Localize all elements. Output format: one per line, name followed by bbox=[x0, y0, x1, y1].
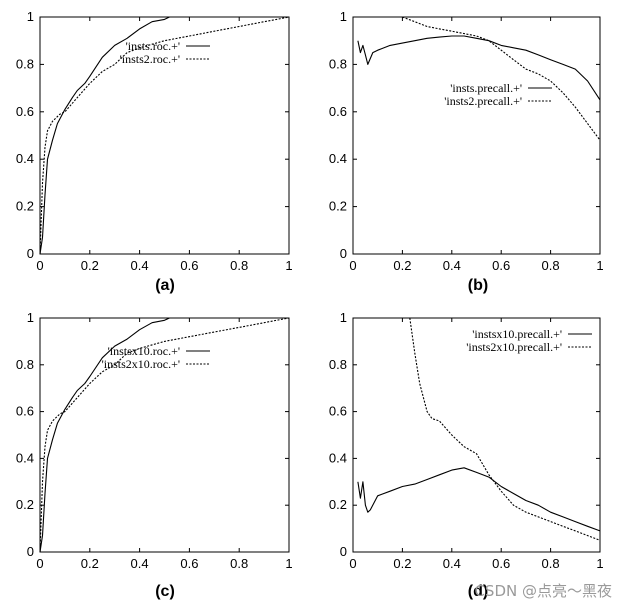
y-tick-label: 0.6 bbox=[329, 104, 347, 119]
x-tick-label: 0 bbox=[36, 258, 43, 273]
y-tick-label: 0.2 bbox=[329, 497, 347, 512]
x-tick-label: 0.4 bbox=[443, 258, 461, 273]
y-tick-label: 0.4 bbox=[329, 151, 347, 166]
y-tick-label: 0.4 bbox=[16, 450, 34, 465]
y-tick-label: 0.4 bbox=[329, 450, 347, 465]
y-tick-label: 0.6 bbox=[16, 404, 34, 419]
x-tick-label: 0.8 bbox=[230, 258, 248, 273]
legend-label: 'insts.roc.+' bbox=[126, 39, 180, 53]
series-line-1 bbox=[357, 467, 601, 532]
legend-label: 'instsx10.roc.+' bbox=[108, 344, 180, 358]
x-tick-label: 0.2 bbox=[393, 556, 411, 571]
y-tick-label: 0.8 bbox=[329, 56, 347, 71]
series-line-1 bbox=[357, 35, 601, 101]
x-tick-label: 1 bbox=[596, 556, 603, 571]
x-tick-label: 0.2 bbox=[81, 556, 99, 571]
x-tick-label: 0.6 bbox=[180, 556, 198, 571]
legend-label: 'insts2.roc.+' bbox=[120, 52, 180, 66]
x-tick-label: 0.4 bbox=[131, 556, 149, 571]
plot-frame bbox=[352, 317, 601, 553]
series-line-2 bbox=[402, 16, 601, 141]
legend-label: 'insts.precall.+' bbox=[450, 81, 522, 95]
watermark: CSDN @点亮～黑夜 bbox=[474, 582, 612, 600]
legend-label: 'insts2.precall.+' bbox=[444, 94, 522, 108]
plot-frame bbox=[39, 16, 290, 255]
x-tick-label: 0.6 bbox=[180, 258, 198, 273]
panel-a: 0 0.2 0.4 0.6 0.8 1 0 0.2 0.4 0.6 0.8 1 'insts.roc.+… bbox=[16, 9, 293, 294]
x-tick-label: 1 bbox=[596, 258, 603, 273]
plot-frame bbox=[352, 16, 601, 255]
panel-caption: (d) bbox=[468, 583, 488, 600]
y-tick-label: 0.8 bbox=[329, 357, 347, 372]
legend-label: 'instsx10.precall.+' bbox=[472, 327, 562, 341]
y-tick-label: 1 bbox=[27, 310, 34, 325]
x-tick-label: 0 bbox=[349, 258, 356, 273]
series-line-2 bbox=[39, 16, 290, 255]
x-tick-label: 0.4 bbox=[131, 258, 149, 273]
panel-caption: (c) bbox=[155, 583, 175, 600]
x-tick-label: 0.4 bbox=[443, 556, 461, 571]
y-tick-label: 0.8 bbox=[16, 56, 34, 71]
y-tick-label: 0 bbox=[340, 246, 347, 261]
x-tick-label: 0.6 bbox=[492, 556, 510, 571]
legend-label: 'insts2x10.precall.+' bbox=[466, 340, 562, 354]
y-tick-label: 0.8 bbox=[16, 357, 34, 372]
y-tick-label: 0.2 bbox=[16, 199, 34, 214]
x-tick-label: 0.8 bbox=[542, 258, 560, 273]
y-tick-label: 0.6 bbox=[16, 104, 34, 119]
y-tick-label: 1 bbox=[27, 9, 34, 24]
x-tick-label: 0.6 bbox=[492, 258, 510, 273]
series-line-2 bbox=[409, 317, 601, 541]
x-tick-label: 0.2 bbox=[81, 258, 99, 273]
panel-c: 0 0.2 0.4 0.6 0.8 1 0 0.2 0.4 0.6 0.8 1 'instsx10.ro… bbox=[16, 310, 293, 600]
x-tick-label: 0.8 bbox=[230, 556, 248, 571]
y-tick-label: 1 bbox=[340, 9, 347, 24]
y-tick-label: 0 bbox=[27, 246, 34, 261]
legend-label: 'insts2x10.roc.+' bbox=[102, 357, 180, 371]
x-tick-label: 0.2 bbox=[393, 258, 411, 273]
y-tick-label: 0.2 bbox=[329, 199, 347, 214]
panel-d: 0 0.2 0.4 0.6 0.8 1 0 0.2 0.4 0.6 0.8 1 'instsx10.pr… bbox=[329, 310, 604, 600]
series-line-2 bbox=[39, 317, 290, 553]
y-tick-label: 0.6 bbox=[329, 404, 347, 419]
series-line-1 bbox=[39, 317, 289, 553]
x-tick-label: 1 bbox=[285, 258, 292, 273]
x-tick-label: 1 bbox=[285, 556, 292, 571]
y-tick-label: 1 bbox=[340, 310, 347, 325]
y-tick-label: 0.2 bbox=[16, 497, 34, 512]
x-tick-label: 0 bbox=[36, 556, 43, 571]
panel-b: 0 0.2 0.4 0.6 0.8 1 0 0.2 0.4 0.6 0.8 1 'insts.preca… bbox=[329, 9, 604, 294]
plot-frame bbox=[39, 317, 290, 553]
y-tick-label: 0 bbox=[27, 544, 34, 559]
x-tick-label: 0.8 bbox=[542, 556, 560, 571]
y-tick-label: 0.4 bbox=[16, 151, 34, 166]
y-tick-label: 0 bbox=[340, 544, 347, 559]
x-tick-label: 0 bbox=[349, 556, 356, 571]
series-line-1 bbox=[39, 16, 289, 255]
panel-caption: (a) bbox=[155, 277, 175, 294]
panel-caption: (b) bbox=[468, 277, 488, 294]
